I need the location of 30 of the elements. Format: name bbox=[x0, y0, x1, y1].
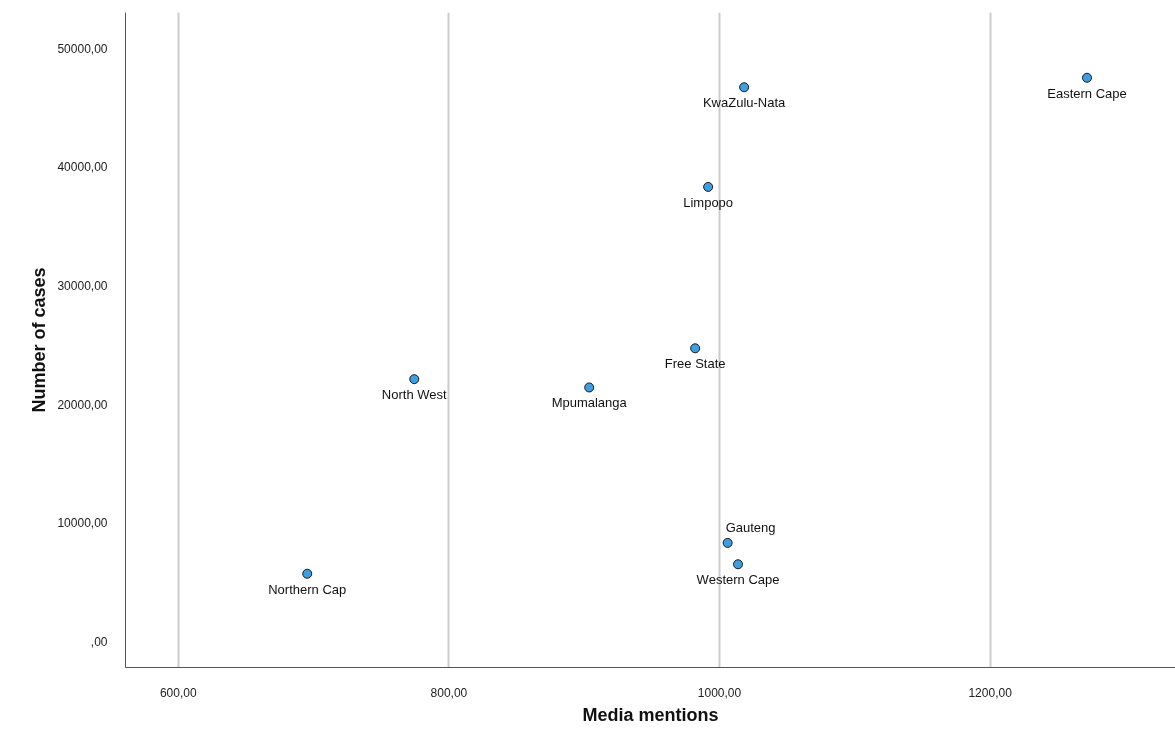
point bbox=[690, 343, 701, 354]
point bbox=[733, 559, 744, 570]
x-axis-title: Media mentions bbox=[582, 704, 719, 725]
annotation: North West bbox=[381, 387, 448, 403]
annotation: Mpumalanga bbox=[551, 395, 628, 411]
point bbox=[302, 568, 313, 579]
point bbox=[739, 82, 750, 93]
y-tick-label: 50000,00 bbox=[57, 41, 108, 56]
y-tick-label: 40000,00 bbox=[57, 160, 108, 175]
point bbox=[722, 537, 733, 548]
annotation: Northern Cap bbox=[268, 581, 347, 597]
annotation: Western Cape bbox=[696, 572, 780, 588]
y-tick-label: 10000,00 bbox=[57, 516, 108, 531]
annotation: KwaZulu-Nata bbox=[702, 95, 787, 111]
y-tick-label: ,00 bbox=[90, 634, 108, 649]
point bbox=[409, 374, 420, 385]
x-tick-label: 600,00 bbox=[159, 685, 197, 700]
point bbox=[584, 382, 595, 393]
annotation: Free State bbox=[664, 356, 726, 372]
y-tick-label: 30000,00 bbox=[57, 278, 108, 293]
annotation: Eastern Cape bbox=[1047, 85, 1127, 101]
x-tick-label: 800,00 bbox=[430, 685, 468, 700]
annotation: Limpopo bbox=[683, 194, 734, 210]
point bbox=[1082, 72, 1093, 83]
point bbox=[703, 181, 714, 192]
annotation: Gauteng bbox=[725, 519, 776, 535]
y-tick-label: 20000,00 bbox=[57, 397, 108, 412]
y-axis-title: Number of cases bbox=[29, 267, 50, 413]
x-tick-label: 1200,00 bbox=[968, 685, 1013, 700]
x-tick-label: 1000,00 bbox=[697, 685, 742, 700]
